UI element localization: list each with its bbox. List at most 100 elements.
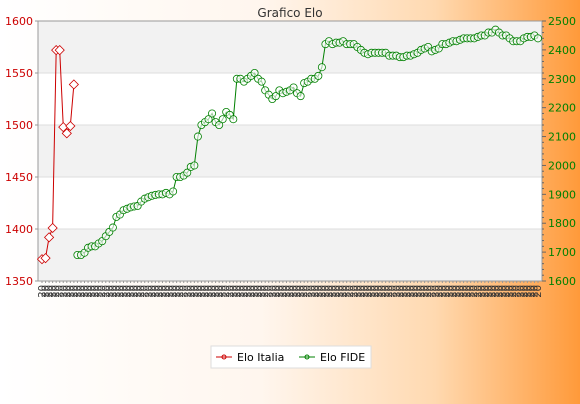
y-tick-label-left: 1400 <box>5 223 33 236</box>
x-tick-label: 20 <box>306 285 317 298</box>
x-tick-label: 20 <box>242 285 253 298</box>
x-tick-label: 20 <box>94 285 105 298</box>
data-point-elo-fide <box>218 115 227 124</box>
data-point-elo-fide <box>271 92 280 101</box>
x-tick-label: 20 <box>444 285 455 298</box>
x-tick-label: 20 <box>51 285 62 298</box>
y-tick-label-right: 2300 <box>548 73 576 86</box>
x-tick-label: 20 <box>62 285 73 298</box>
y-tick-label-right: 2000 <box>548 159 576 172</box>
legend: Elo Italia Elo FIDE <box>210 345 372 369</box>
x-tick-label: 20 <box>136 285 147 298</box>
data-point-elo-fide <box>204 115 213 124</box>
x-tick-label: 20 <box>257 285 268 298</box>
x-tick-label: 20 <box>331 285 342 298</box>
x-tick-label: 20 <box>345 285 356 298</box>
x-tick-label: 20 <box>281 285 292 298</box>
x-tick-label: 20 <box>427 285 438 298</box>
data-point-elo-italia <box>43 232 55 243</box>
legend-marker-elo-fide <box>304 354 310 360</box>
x-tick-label: 20 <box>317 285 328 298</box>
x-tick-label: 20 <box>285 285 296 298</box>
legend-label-elo-italia: Elo Italia <box>237 351 284 364</box>
data-point-elo-italia <box>65 120 76 132</box>
x-tick-label: 20 <box>512 285 523 298</box>
data-point-elo-fide <box>257 77 266 86</box>
x-tick-label: 20 <box>480 285 491 298</box>
x-tick-label: 20 <box>250 285 261 298</box>
y-tick-label-right: 2400 <box>548 44 576 57</box>
x-tick-label: 20 <box>526 285 537 298</box>
data-point-elo-fide <box>289 83 298 92</box>
x-tick-label: 20 <box>264 285 275 298</box>
grid-band <box>38 229 542 281</box>
x-tick-label: 20 <box>413 285 424 298</box>
data-point-elo-fide <box>229 115 238 124</box>
y-tick-label-left: 1550 <box>5 67 33 80</box>
x-tick-label: 20 <box>204 285 215 298</box>
y-tick-label-right: 2100 <box>548 131 576 144</box>
x-tick-label: 20 <box>115 285 126 298</box>
data-point-elo-italia <box>54 45 65 56</box>
y-tick-label-right: 1700 <box>548 246 576 259</box>
x-tick-label: 20 <box>324 285 335 298</box>
x-tick-label: 20 <box>118 285 129 298</box>
x-tick-label: 20 <box>498 285 509 298</box>
x-tick-label: 20 <box>133 285 144 298</box>
x-tick-label: 20 <box>182 285 193 298</box>
x-tick-label: 20 <box>129 285 140 298</box>
x-tick-label: 20 <box>55 285 66 298</box>
x-tick-label: 20 <box>533 285 544 298</box>
x-tick-label: 20 <box>58 285 69 298</box>
data-point-elo-fide <box>215 121 224 130</box>
y-tick-label-left: 1350 <box>5 275 33 288</box>
x-tick-label: 20 <box>37 285 48 298</box>
x-tick-label: 20 <box>193 285 204 298</box>
x-tick-label: 20 <box>384 285 395 298</box>
x-tick-label: 20 <box>490 285 501 298</box>
x-tick-label: 20 <box>214 285 225 298</box>
x-tick-label: 20 <box>381 285 392 298</box>
x-tick-label: 20 <box>161 285 172 298</box>
x-tick-label: 20 <box>462 285 473 298</box>
x-tick-label: 20 <box>476 285 487 298</box>
data-point-elo-fide <box>183 168 192 177</box>
x-tick-label: 20 <box>207 285 218 298</box>
x-tick-label: 20 <box>366 285 377 298</box>
x-tick-label: 20 <box>267 285 278 298</box>
x-tick-label: 20 <box>388 285 399 298</box>
x-tick-label: 20 <box>157 285 168 298</box>
x-tick-label: 20 <box>126 285 137 298</box>
x-tick-label: 20 <box>41 285 52 298</box>
x-tick-label: 20 <box>232 285 243 298</box>
x-tick-label: 20 <box>352 285 363 298</box>
x-tick-label: 20 <box>140 285 151 298</box>
x-tick-label: 20 <box>515 285 526 298</box>
x-tick-label: 20 <box>303 285 314 298</box>
x-tick-label: 20 <box>87 285 98 298</box>
data-point-elo-fide <box>193 132 202 141</box>
x-tick-label: 20 <box>328 285 339 298</box>
x-tick-label: 20 <box>274 285 285 298</box>
plot-area: 1350 1400 1450 1500 1550 1600 1600 1700 1800 1900… <box>5 15 576 298</box>
x-tick-label: 20 <box>448 285 459 298</box>
x-tick-label: 20 <box>363 285 374 298</box>
x-tick-label: 20 <box>296 285 307 298</box>
x-tick-label: 20 <box>430 285 441 298</box>
x-tick-label: 20 <box>370 285 381 298</box>
x-tick-label: 20 <box>434 285 445 298</box>
x-tick-label: 20 <box>218 285 229 298</box>
x-tick-label: 20 <box>196 285 207 298</box>
x-tick-label: 20 <box>508 285 519 298</box>
chart-title: Grafico Elo <box>257 6 322 20</box>
x-tick-label: 20 <box>97 285 108 298</box>
y-tick-label-right: 1900 <box>548 188 576 201</box>
x-tick-label: 20 <box>356 285 367 298</box>
x-tick-label: 20 <box>338 285 349 298</box>
x-tick-label: 20 <box>239 285 250 298</box>
data-point-elo-fide <box>534 34 543 43</box>
x-tick-label: 20 <box>90 285 101 298</box>
data-point-elo-fide <box>108 223 117 232</box>
x-tick-label: 20 <box>519 285 530 298</box>
x-tick-label: 20 <box>313 285 324 298</box>
